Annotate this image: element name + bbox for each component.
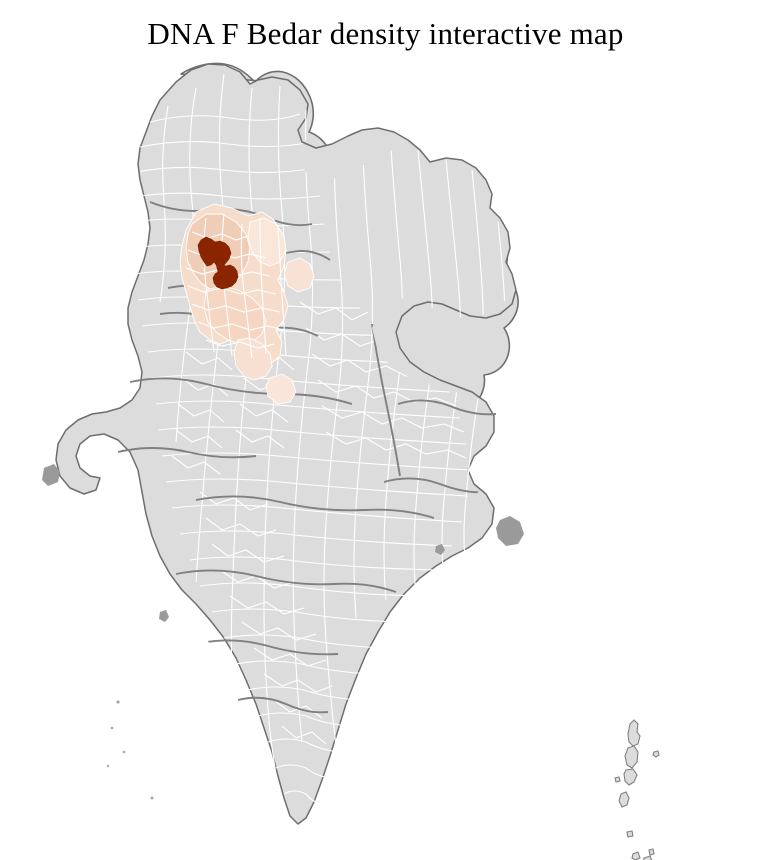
lakshadweep-dot-e[interactable]	[150, 796, 154, 800]
lakshadweep-islands[interactable]	[106, 700, 154, 800]
lakshadweep-dot-a[interactable]	[116, 700, 120, 704]
goa-patch	[159, 610, 169, 622]
coastal-detail-patches	[42, 464, 524, 622]
region-outlier-a[interactable]	[283, 257, 315, 293]
region-delhi-fill[interactable]	[233, 337, 273, 381]
page-title: DNA F Bedar density interactive map	[147, 16, 624, 51]
island-nicobar-a[interactable]	[631, 851, 641, 860]
peak-district-ludhiana[interactable]	[212, 257, 239, 290]
lakshadweep-dot-b[interactable]	[110, 726, 114, 730]
island-dot-a[interactable]	[614, 776, 621, 783]
lakshadweep-dot-d[interactable]	[106, 764, 110, 768]
highlighted-region-punjab-haryana[interactable]	[179, 203, 315, 405]
region-outlier-b[interactable]	[265, 373, 297, 405]
map-base-layer	[55, 62, 519, 825]
island-south-andaman[interactable]	[623, 768, 638, 786]
sundarbans-patch	[496, 516, 524, 546]
island-nicobar-b[interactable]	[648, 848, 655, 856]
kutch-patch	[42, 464, 60, 486]
lakshadweep-dot-c[interactable]	[122, 750, 126, 754]
island-car-nicobar[interactable]	[626, 830, 634, 838]
island-middle-andaman[interactable]	[624, 745, 639, 769]
island-little-andaman[interactable]	[618, 791, 630, 808]
gulf-patch	[435, 544, 445, 555]
island-north-andaman[interactable]	[627, 719, 641, 747]
island-barren[interactable]	[652, 750, 660, 758]
island-great-nicobar[interactable]	[643, 855, 653, 860]
andaman-nicobar-islands[interactable]	[614, 719, 660, 860]
india-choropleth-map[interactable]	[0, 52, 771, 860]
map-svg[interactable]	[0, 52, 771, 860]
india-outline-detailed[interactable]	[55, 63, 517, 825]
